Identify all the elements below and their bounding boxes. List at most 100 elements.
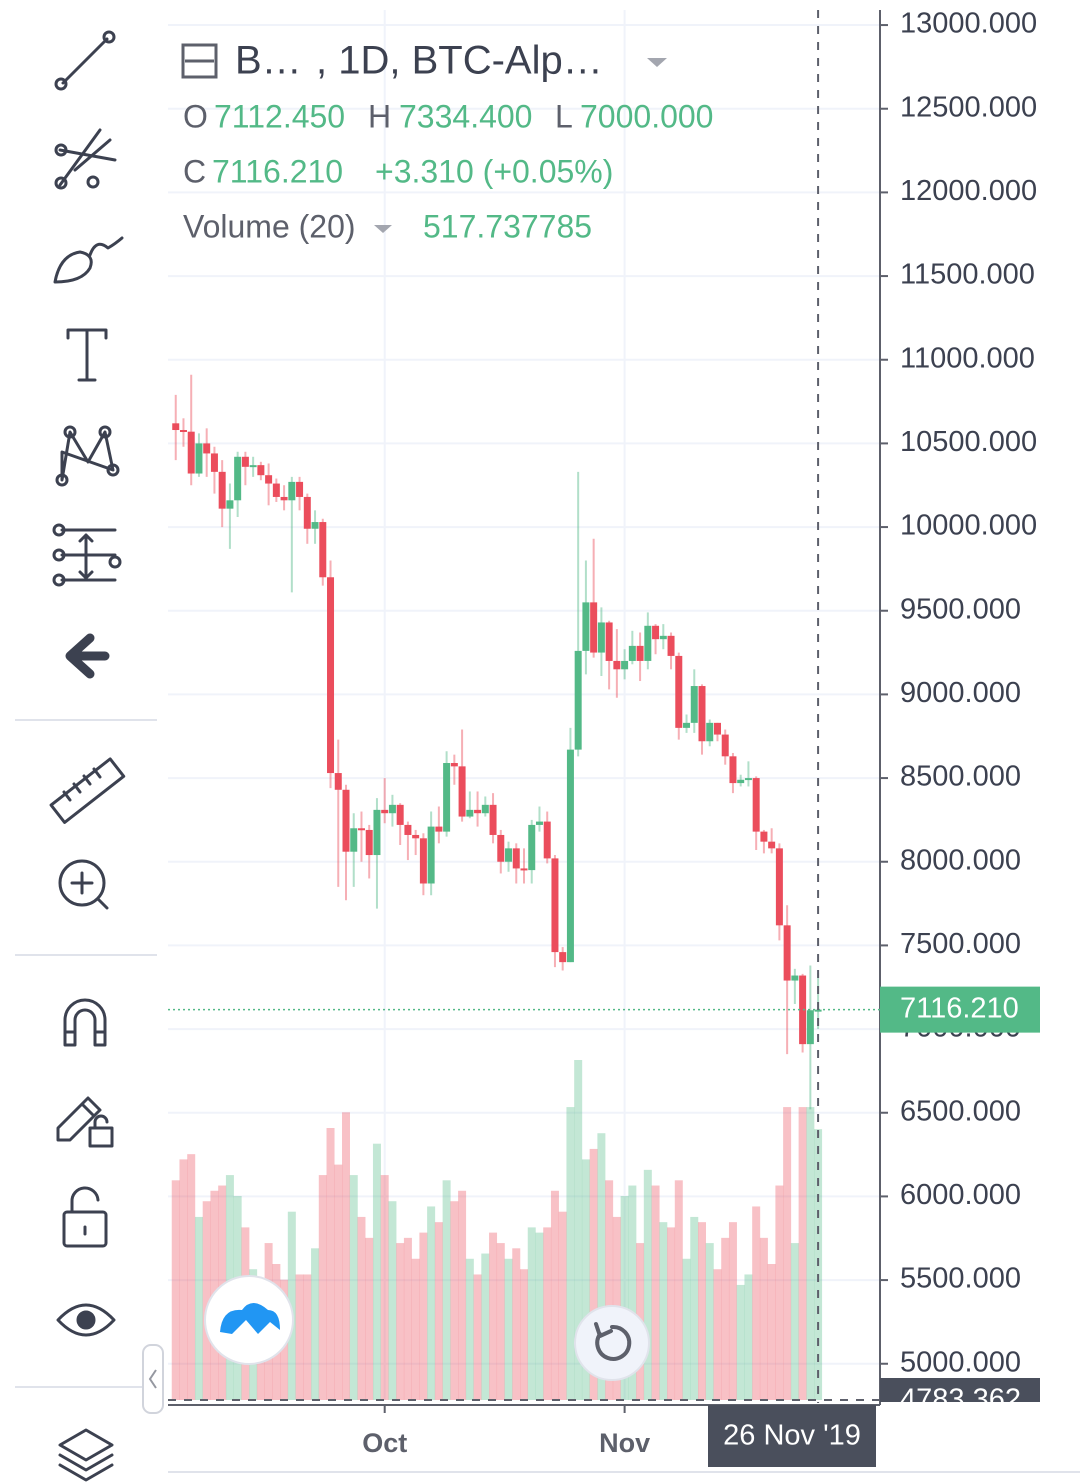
y-tick-label: 8500.000: [900, 761, 1021, 793]
lock-drawings[interactable]: [56, 1096, 114, 1148]
volume-bar: [728, 1222, 737, 1400]
panel-handle[interactable]: [142, 1344, 164, 1414]
candle-body: [760, 831, 768, 842]
open-key: O: [183, 98, 208, 134]
candle-body: [690, 686, 698, 723]
volume-bar: [411, 1258, 420, 1400]
pitchfork-tool[interactable]: [54, 128, 117, 190]
candle-body: [357, 828, 365, 831]
candle-body: [427, 826, 435, 884]
last-price-box: [880, 986, 1040, 1033]
volume-bar: [721, 1237, 730, 1400]
logo-button[interactable]: [204, 1275, 294, 1365]
y-tick-label: 10500.000: [900, 426, 1037, 458]
crosshair-price-label: 4783.362: [900, 1384, 1021, 1416]
text-tool[interactable]: [66, 328, 108, 382]
volume-caret[interactable]: [374, 225, 392, 233]
volume-bar: [171, 1180, 180, 1400]
volume-bar: [427, 1206, 436, 1400]
volume-bar: [403, 1237, 412, 1400]
candle-body: [551, 858, 559, 953]
visibility[interactable]: [56, 1303, 116, 1337]
candle-body: [381, 809, 389, 814]
volume-bar: [326, 1128, 335, 1400]
candle-body: [435, 826, 443, 832]
volume-bar: [194, 1216, 203, 1400]
candle-body: [373, 809, 381, 856]
volume-bar: [659, 1222, 668, 1400]
volume-bar: [775, 1185, 784, 1400]
legend-caret[interactable]: [647, 58, 667, 67]
zoom-tool[interactable]: [58, 859, 109, 910]
crosshair-date-label: 26 Nov '19: [723, 1420, 861, 1452]
low-key: L: [555, 98, 573, 134]
volume-bar: [620, 1196, 629, 1400]
candle-body: [729, 756, 737, 784]
volume-bar: [543, 1227, 552, 1400]
y-tick-label: 11500.000: [900, 259, 1035, 291]
toolbar: [15, 30, 164, 1482]
volume-bar: [334, 1164, 343, 1400]
brush-tool[interactable]: [53, 236, 124, 284]
volume-bar: [790, 1243, 799, 1400]
high-key: H: [368, 98, 391, 134]
close-value: 7116.210: [212, 153, 343, 189]
prediction-tool[interactable]: [52, 523, 122, 587]
back-arrow[interactable]: [65, 633, 110, 679]
candle-body: [799, 975, 807, 1045]
volume-bar: [759, 1237, 768, 1400]
candle-body: [721, 734, 729, 757]
volume-bar: [752, 1206, 761, 1400]
candle-body: [621, 660, 629, 670]
y-tick-label: 11000.000: [900, 342, 1035, 374]
candle-body: [249, 465, 257, 468]
volume-bar: [581, 1159, 590, 1400]
y-tick-label: 6000.000: [900, 1179, 1021, 1211]
volume-bar: [628, 1185, 637, 1400]
candle-body: [218, 471, 226, 509]
legend: B… , 1D, BTC-Alp… O 7112.450 H 7334.400 …: [181, 39, 713, 244]
candle-body: [543, 821, 551, 859]
candle-body: [574, 650, 582, 750]
candle-body: [388, 804, 396, 814]
candle-body: [474, 809, 482, 814]
candle-body: [497, 834, 505, 862]
volume-bar: [473, 1274, 482, 1400]
reset-button[interactable]: [574, 1305, 650, 1381]
candle-body: [613, 660, 621, 670]
candle-body: [311, 522, 319, 529]
layers[interactable]: [58, 1428, 114, 1482]
candle-body: [272, 483, 280, 497]
candle-body: [706, 722, 714, 742]
candle-body: [505, 848, 513, 862]
unlock[interactable]: [62, 1186, 108, 1248]
low-value: 7000.000: [580, 98, 713, 134]
volume-bar: [783, 1107, 792, 1400]
candle-body: [334, 773, 342, 790]
volume-bar: [442, 1180, 451, 1400]
candle-body: [559, 952, 567, 963]
candle-body: [535, 821, 543, 825]
volume-value: 517.737785: [423, 208, 592, 244]
volume-bar: [574, 1060, 583, 1400]
candle-body: [234, 456, 242, 501]
candle-body: [327, 577, 335, 774]
candle-body: [481, 804, 489, 814]
candle-body: [768, 841, 776, 849]
ruler-tool[interactable]: [49, 757, 126, 824]
collapse-icon[interactable]: [181, 43, 218, 79]
volume-bar: [504, 1258, 513, 1400]
open-value: 7112.450: [214, 98, 345, 134]
candle-body: [265, 475, 273, 484]
symbol: B…: [235, 39, 302, 83]
volume-bar: [527, 1227, 536, 1400]
magnet-tool[interactable]: [63, 998, 107, 1047]
volume-bar: [682, 1258, 691, 1400]
trend-line-tool[interactable]: [54, 30, 116, 91]
y-tick-label: 5000.000: [900, 1346, 1021, 1378]
volume-bar: [667, 1227, 676, 1400]
volume-bar: [419, 1232, 428, 1400]
candle-body: [241, 456, 249, 467]
volume-bar: [434, 1222, 443, 1400]
pattern-tool[interactable]: [55, 425, 120, 487]
